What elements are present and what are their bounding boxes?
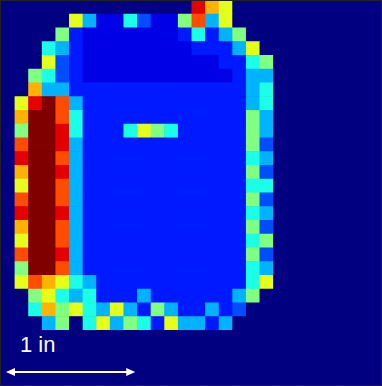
svg-text:1 in: 1 in: [20, 332, 55, 357]
